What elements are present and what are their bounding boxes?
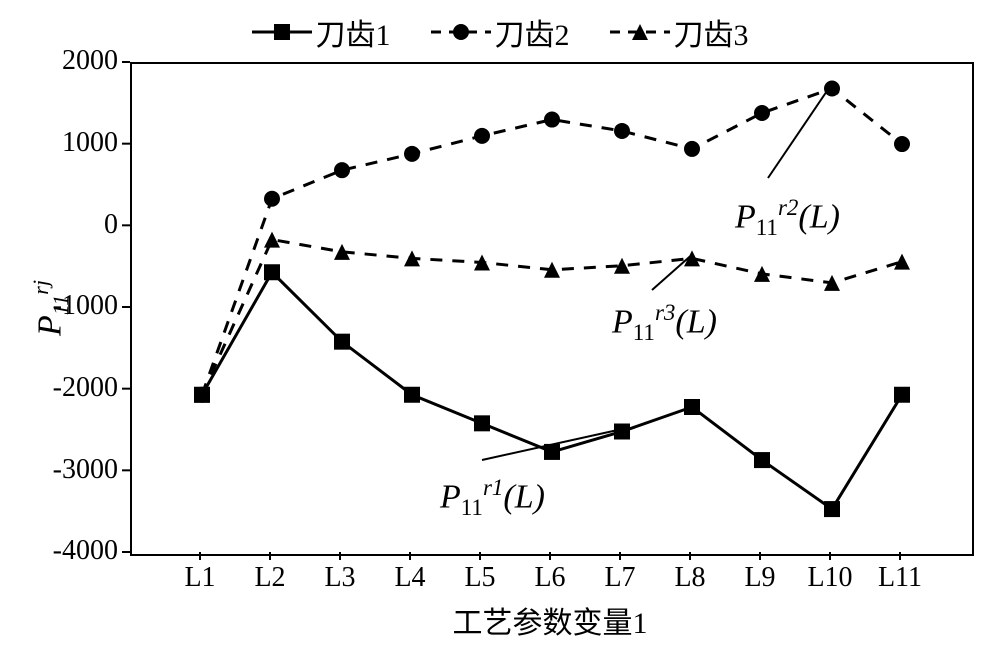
annotation-ann-r3: P11r3(L) bbox=[612, 300, 717, 346]
x-axis-title: 工艺参数变量1 bbox=[130, 598, 970, 642]
y-tick-label: 2000 bbox=[62, 45, 118, 77]
y-tick-label: -2000 bbox=[53, 372, 118, 404]
x-tick-label: L7 bbox=[592, 562, 648, 594]
chart-container: 刀齿1刀齿2刀齿3 P11rj 工艺参数变量1 -4000-3000-2000-… bbox=[0, 0, 1000, 650]
x-tick-label: L11 bbox=[872, 562, 928, 594]
x-tick-label: L2 bbox=[242, 562, 298, 594]
annotation-ann-r2: P11r2(L) bbox=[735, 195, 840, 241]
x-tick-label: L5 bbox=[452, 562, 508, 594]
annotation-ann-r1: P11r1(L) bbox=[440, 475, 545, 521]
x-tick-label: L4 bbox=[382, 562, 438, 594]
x-tick-label: L1 bbox=[172, 562, 228, 594]
y-tick-label: -1000 bbox=[53, 290, 118, 322]
x-tick-label: L9 bbox=[732, 562, 788, 594]
y-tick-label: 0 bbox=[104, 209, 118, 241]
x-tick-label: L6 bbox=[522, 562, 578, 594]
y-tick-label: 1000 bbox=[62, 127, 118, 159]
x-tick-label: L3 bbox=[312, 562, 368, 594]
y-tick-label: -4000 bbox=[53, 535, 118, 567]
x-tick-label: L10 bbox=[802, 562, 858, 594]
axis-ticks-svg bbox=[0, 0, 1000, 650]
x-tick-label: L8 bbox=[662, 562, 718, 594]
y-tick-label: -3000 bbox=[53, 454, 118, 486]
